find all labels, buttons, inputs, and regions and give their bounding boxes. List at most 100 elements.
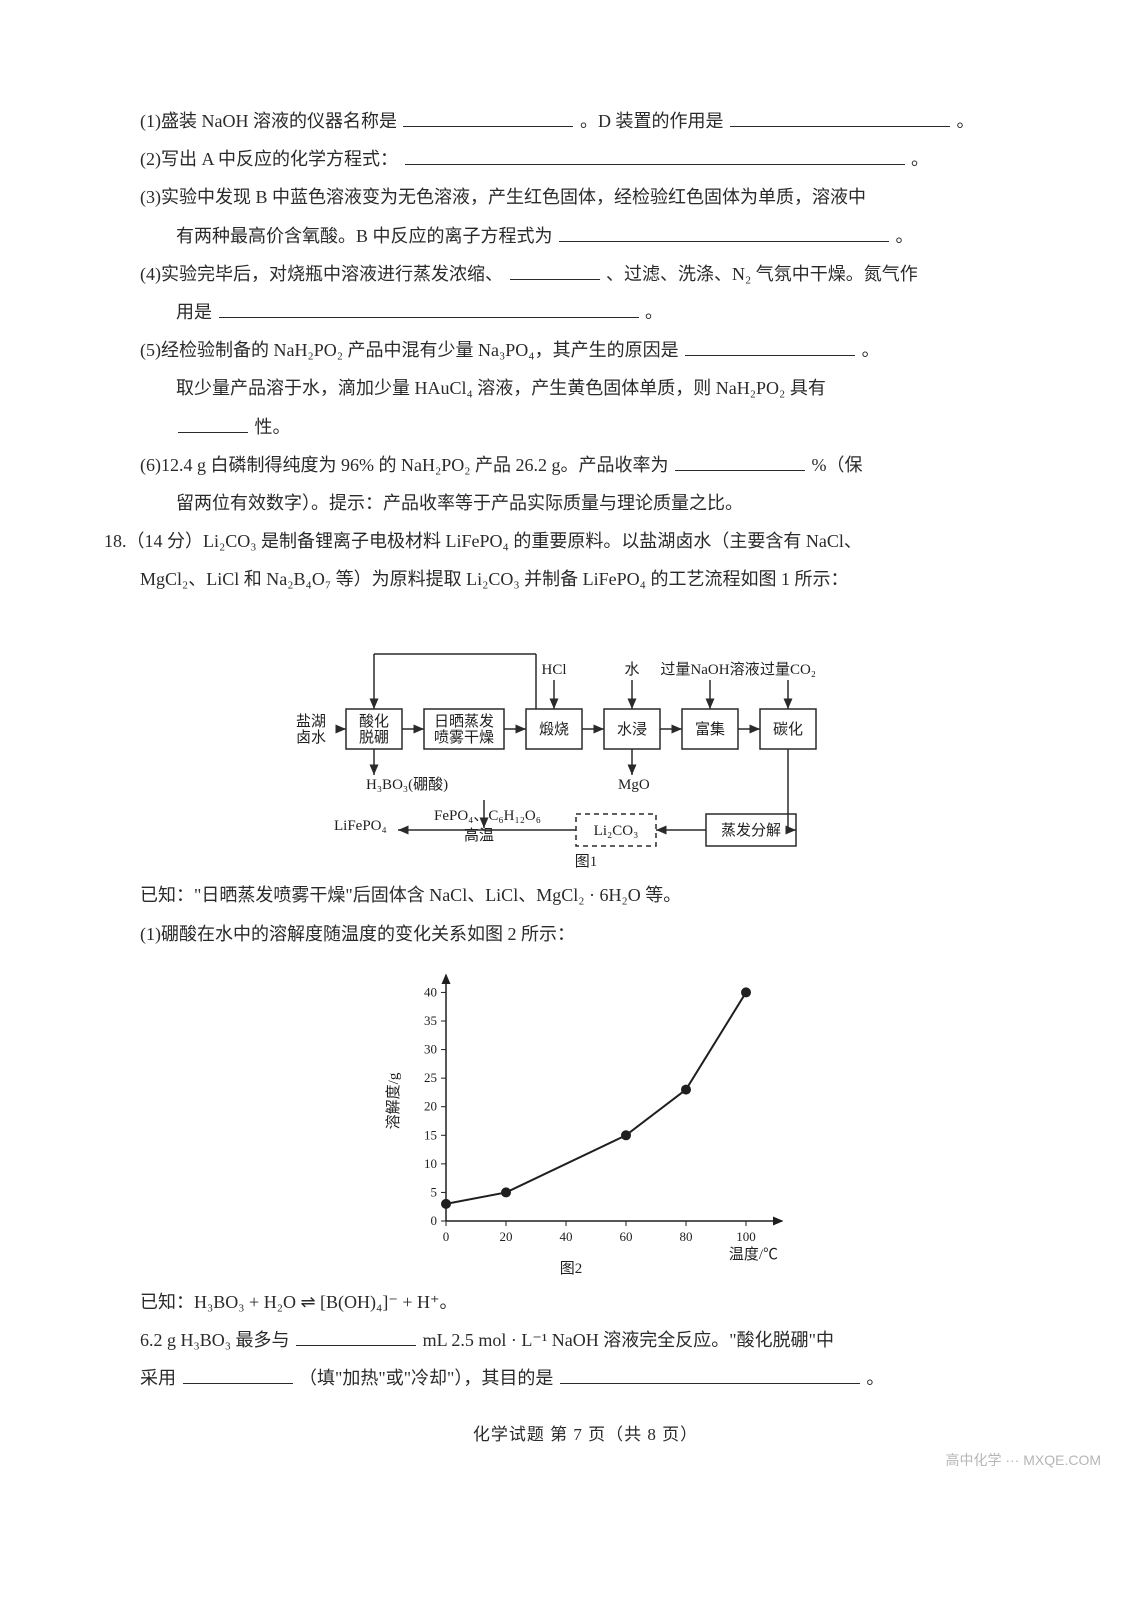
svg-text:10: 10 bbox=[424, 1156, 437, 1171]
text: 用是 bbox=[176, 302, 212, 322]
svg-text:日晒蒸发: 日晒蒸发 bbox=[433, 713, 493, 730]
svg-text:碳化: 碳化 bbox=[772, 721, 802, 738]
text: 。 bbox=[956, 111, 974, 131]
blank[interactable] bbox=[730, 106, 950, 127]
text: MgCl₂、LiCl 和 Na₂B₄O₇ 等）为原料提取 Li₂CO₃ 并制备 … bbox=[140, 569, 848, 589]
text: 取少量产品溶于水，滴加少量 HAuCl₄ 溶液，产生黄色固体单质，则 NaH₂P… bbox=[176, 378, 826, 398]
text: (1)硼酸在水中的溶解度随温度的变化关系如图 2 所示： bbox=[140, 924, 575, 944]
text: (2)写出 A 中反应的化学方程式： bbox=[140, 149, 398, 169]
chart-svg: 0204060801000510152025303540温度/℃溶解度/g图2 bbox=[376, 961, 796, 1281]
q17-3-l2: 有两种最高价含氧酸。B 中反应的离子方程式为 。 bbox=[176, 219, 1031, 253]
text: (6)12.4 g 白磷制得纯度为 96% 的 NaH₂PO₂ 产品 26.2 … bbox=[140, 455, 669, 475]
text: 18.（14 分）Li₂CO₃ 是制备锂离子电极材料 LiFePO₄ 的重要原料… bbox=[104, 531, 862, 551]
svg-text:脱硼: 脱硼 bbox=[358, 729, 388, 746]
q18-fill-l1: 6.2 g H₃BO₃ 最多与 mL 2.5 mol · L⁻¹ NaOH 溶液… bbox=[140, 1323, 1031, 1357]
q17-2: (2)写出 A 中反应的化学方程式： 。 bbox=[140, 142, 1031, 176]
svg-text:图1: 图1 bbox=[574, 853, 597, 870]
svg-text:过量NaOH溶液: 过量NaOH溶液 bbox=[660, 661, 759, 678]
svg-text:40: 40 bbox=[559, 1229, 572, 1244]
flowchart-svg: 盐湖卤水酸化脱硼日晒蒸发喷雾干燥煅烧水浸富集碳化蒸发分解Li₂CO₃HCl水过量… bbox=[266, 614, 906, 874]
blank[interactable] bbox=[403, 106, 573, 127]
q17-6-l1: (6)12.4 g 白磷制得纯度为 96% 的 NaH₂PO₂ 产品 26.2 … bbox=[140, 448, 1031, 482]
svg-text:0: 0 bbox=[430, 1213, 437, 1228]
svg-text:高温: 高温 bbox=[464, 827, 494, 844]
svg-text:过量CO₂: 过量CO₂ bbox=[759, 661, 815, 678]
svg-text:LiFePO₄: LiFePO₄ bbox=[334, 818, 387, 834]
svg-text:20: 20 bbox=[424, 1099, 437, 1114]
svg-text:图2: 图2 bbox=[559, 1260, 582, 1277]
svg-text:Li₂CO₃: Li₂CO₃ bbox=[593, 823, 638, 839]
text: %（保 bbox=[812, 455, 863, 475]
blank[interactable] bbox=[675, 450, 805, 471]
q18-stem-l2: MgCl₂、LiCl 和 Na₂B₄O₇ 等）为原料提取 Li₂CO₃ 并制备 … bbox=[140, 562, 1031, 596]
text: 、过滤、洗涤、N₂ 气氛中干燥。氮气作 bbox=[606, 264, 918, 284]
flowchart-figure-1: 盐湖卤水酸化脱硼日晒蒸发喷雾干燥煅烧水浸富集碳化蒸发分解Li₂CO₃HCl水过量… bbox=[140, 614, 1031, 874]
svg-text:煅烧: 煅烧 bbox=[538, 721, 568, 738]
svg-text:温度/℃: 温度/℃ bbox=[728, 1246, 777, 1263]
svg-text:80: 80 bbox=[679, 1229, 692, 1244]
q17-5-l1: (5)经检验制备的 NaH₂PO₂ 产品中混有少量 Na₃PO₄，其产生的原因是… bbox=[140, 333, 1031, 367]
q17-5-l3: 性。 bbox=[176, 410, 1031, 444]
svg-text:35: 35 bbox=[424, 1013, 437, 1028]
q18-eq: 已知：H₃BO₃ + H₂O ⇌ [B(OH)₄]⁻ + H⁺。 bbox=[140, 1285, 1031, 1319]
text: 。 bbox=[862, 340, 880, 360]
text: mL 2.5 mol · L⁻¹ NaOH 溶液完全反应。"酸化脱硼"中 bbox=[423, 1330, 834, 1350]
text: 。 bbox=[911, 149, 929, 169]
watermark: 高中化学 ··· MXQE.COM bbox=[945, 1447, 1101, 1474]
svg-text:5: 5 bbox=[430, 1184, 437, 1199]
q17-1: (1)盛装 NaOH 溶液的仪器名称是 。D 装置的作用是 。 bbox=[140, 104, 1031, 138]
q17-6-l2: 留两位有效数字）。提示：产品收率等于产品实际质量与理论质量之比。 bbox=[176, 486, 1031, 520]
text: 已知：H₃BO₃ + H₂O ⇌ [B(OH)₄]⁻ + H⁺。 bbox=[140, 1292, 457, 1312]
svg-text:FePO₄、C₆H₁₂O₆: FePO₄、C₆H₁₂O₆ bbox=[434, 808, 541, 824]
blank[interactable] bbox=[510, 259, 600, 280]
text: 。D 装置的作用是 bbox=[580, 111, 724, 131]
svg-text:30: 30 bbox=[424, 1041, 437, 1056]
svg-text:40: 40 bbox=[424, 984, 437, 999]
text: 采用 bbox=[140, 1368, 176, 1388]
svg-text:15: 15 bbox=[424, 1127, 437, 1142]
text: 。 bbox=[896, 226, 914, 246]
exam-page: (1)盛装 NaOH 溶液的仪器名称是 。D 装置的作用是 。 (2)写出 A … bbox=[0, 0, 1131, 1482]
text: (1)盛装 NaOH 溶液的仪器名称是 bbox=[140, 111, 397, 131]
q17-4-l2: 用是 。 bbox=[176, 295, 1031, 329]
svg-text:20: 20 bbox=[499, 1229, 512, 1244]
q17-3-l1: (3)实验中发现 B 中蓝色溶液变为无色溶液，产生红色固体，经检验红色固体为单质… bbox=[140, 180, 1031, 214]
q17-5-l2: 取少量产品溶于水，滴加少量 HAuCl₄ 溶液，产生黄色固体单质，则 NaH₂P… bbox=[176, 371, 1031, 405]
text: 已知："日晒蒸发喷雾干燥"后固体含 NaCl、LiCl、MgCl₂ · 6H₂O… bbox=[140, 885, 681, 905]
solubility-chart-figure-2: 0204060801000510152025303540温度/℃溶解度/g图2 bbox=[140, 961, 1031, 1281]
text: 。 bbox=[866, 1368, 884, 1388]
blank[interactable] bbox=[685, 335, 855, 356]
svg-text:60: 60 bbox=[619, 1229, 632, 1244]
blank[interactable] bbox=[405, 144, 905, 165]
q18-known: 已知："日晒蒸发喷雾干燥"后固体含 NaCl、LiCl、MgCl₂ · 6H₂O… bbox=[140, 878, 1031, 912]
svg-text:水浸: 水浸 bbox=[616, 721, 646, 738]
q18-sub1: (1)硼酸在水中的溶解度随温度的变化关系如图 2 所示： bbox=[140, 917, 1031, 951]
text: 有两种最高价含氧酸。B 中反应的离子方程式为 bbox=[176, 226, 553, 246]
svg-text:酸化: 酸化 bbox=[358, 713, 388, 730]
svg-text:HCl: HCl bbox=[541, 662, 566, 678]
svg-text:卤水: 卤水 bbox=[295, 729, 325, 746]
text: （填"加热"或"冷却"），其目的是 bbox=[299, 1368, 553, 1388]
svg-text:富集: 富集 bbox=[694, 720, 724, 738]
blank[interactable] bbox=[559, 221, 889, 242]
svg-text:蒸发分解: 蒸发分解 bbox=[720, 822, 780, 839]
text: 6.2 g H₃BO₃ 最多与 bbox=[140, 1330, 290, 1350]
text: (3)实验中发现 B 中蓝色溶液变为无色溶液，产生红色固体，经检验红色固体为单质… bbox=[140, 187, 866, 207]
text: 留两位有效数字）。提示：产品收率等于产品实际质量与理论质量之比。 bbox=[176, 493, 743, 513]
blank[interactable] bbox=[219, 297, 639, 318]
svg-text:MgO: MgO bbox=[618, 777, 650, 793]
text: 性。 bbox=[255, 417, 291, 437]
blank[interactable] bbox=[296, 1325, 416, 1346]
svg-text:水: 水 bbox=[624, 661, 639, 678]
blank[interactable] bbox=[183, 1363, 293, 1384]
blank[interactable] bbox=[178, 412, 248, 433]
text: 。 bbox=[645, 302, 663, 322]
text: (5)经检验制备的 NaH₂PO₂ 产品中混有少量 Na₃PO₄，其产生的原因是 bbox=[140, 340, 679, 360]
q18-fill-l2: 采用 （填"加热"或"冷却"），其目的是 。 bbox=[140, 1361, 1031, 1395]
blank[interactable] bbox=[560, 1363, 860, 1384]
svg-text:溶解度/g: 溶解度/g bbox=[385, 1072, 402, 1129]
q18-stem-l1: 18.（14 分）Li₂CO₃ 是制备锂离子电极材料 LiFePO₄ 的重要原料… bbox=[104, 524, 1031, 558]
svg-text:0: 0 bbox=[442, 1229, 449, 1244]
svg-text:25: 25 bbox=[424, 1070, 437, 1085]
text: (4)实验完毕后，对烧瓶中溶液进行蒸发浓缩、 bbox=[140, 264, 503, 284]
